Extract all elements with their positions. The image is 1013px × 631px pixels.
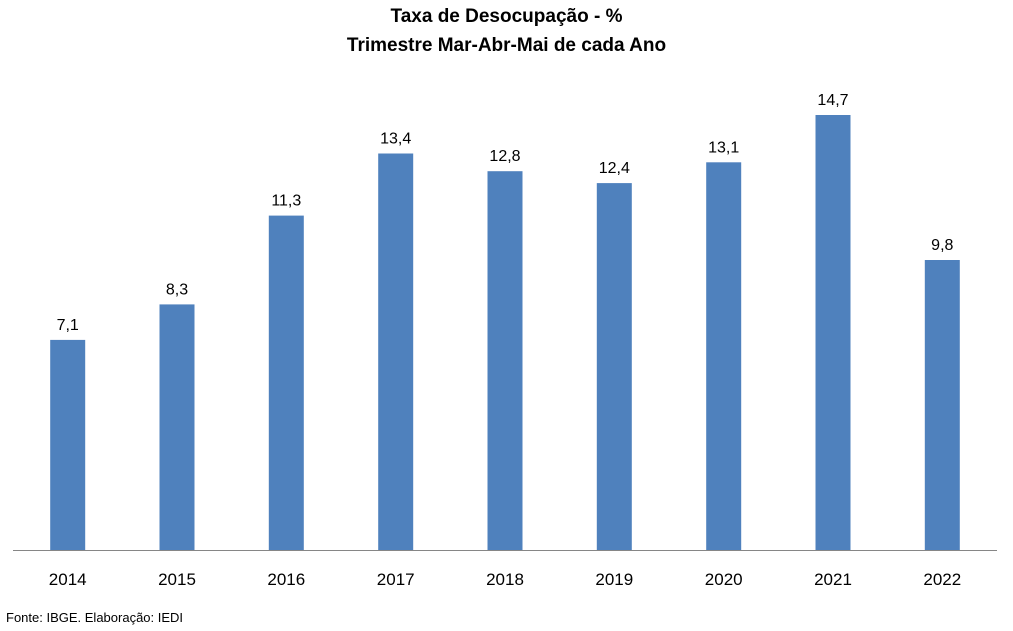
bar-2016 <box>268 215 304 550</box>
value-label-2021: 14,7 <box>817 92 848 109</box>
value-label-2014: 7,1 <box>57 317 79 334</box>
value-label-2022: 9,8 <box>931 237 953 254</box>
x-tick-label-2019: 2019 <box>595 570 633 589</box>
bar-2017 <box>378 153 414 550</box>
x-tick-label-2022: 2022 <box>923 570 961 589</box>
bar-2015 <box>159 304 195 550</box>
x-tick-label-2016: 2016 <box>267 570 305 589</box>
bar-2014 <box>50 339 86 550</box>
bar-2018 <box>487 171 523 550</box>
chart-subtitle: Trimestre Mar-Abr-Mai de cada Ano <box>346 35 667 56</box>
chart-title: Taxa de Desocupação - % <box>390 6 623 27</box>
bar-2022 <box>924 260 960 550</box>
x-tick-label-2017: 2017 <box>377 570 415 589</box>
value-labels-layer: 7,1 8,3 11,3 13,4 12,8 12,4 13,1 14,7 9,8 <box>57 92 954 334</box>
value-label-2019: 12,4 <box>599 160 630 177</box>
value-label-2018: 12,8 <box>489 148 520 165</box>
x-tick-labels-layer: 2014 2015 2016 2017 2018 2019 2020 2021 2022 <box>49 570 961 589</box>
x-tick-label-2014: 2014 <box>49 570 87 589</box>
value-label-2020: 13,1 <box>708 139 739 156</box>
x-tick-label-2020: 2020 <box>705 570 743 589</box>
x-tick-label-2021: 2021 <box>814 570 852 589</box>
value-label-2015: 8,3 <box>166 281 188 298</box>
value-label-2016: 11,3 <box>271 193 301 210</box>
bar-2021 <box>815 115 851 550</box>
bar-2020 <box>706 162 742 551</box>
bars-layer <box>50 115 960 551</box>
x-tick-label-2018: 2018 <box>486 570 524 589</box>
source-note: Fonte: IBGE. Elaboração: IEDI <box>6 610 184 625</box>
value-label-2017: 13,4 <box>380 131 411 148</box>
x-tick-label-2015: 2015 <box>158 570 196 589</box>
bar-2019 <box>596 183 632 550</box>
